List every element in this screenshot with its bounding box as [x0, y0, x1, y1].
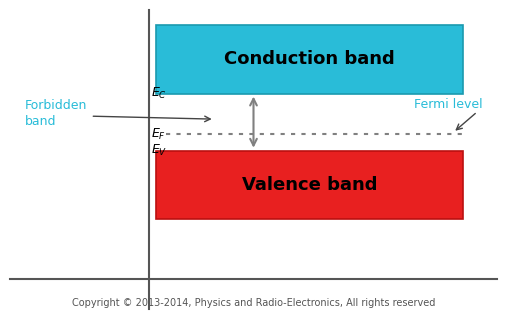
Text: Forbidden
band: Forbidden band — [25, 99, 87, 128]
Text: $E_V$: $E_V$ — [151, 143, 168, 158]
Text: Conduction band: Conduction band — [224, 50, 395, 68]
Text: Valence band: Valence band — [242, 176, 377, 194]
Text: $E_C$: $E_C$ — [151, 86, 167, 101]
Text: $E_F$: $E_F$ — [151, 127, 166, 142]
Text: Copyright © 2013-2014, Physics and Radio-Electronics, All rights reserved: Copyright © 2013-2014, Physics and Radio… — [72, 298, 435, 308]
Bar — [156, 25, 463, 94]
Bar — [156, 151, 463, 219]
Text: Fermi level: Fermi level — [414, 98, 482, 111]
